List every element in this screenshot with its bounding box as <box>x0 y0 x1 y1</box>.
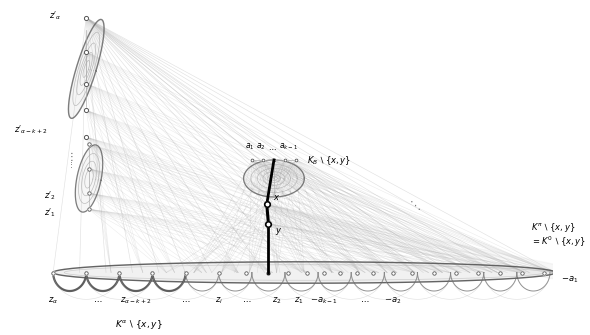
Polygon shape <box>53 262 555 283</box>
Polygon shape <box>267 204 558 280</box>
Text: $K_B \setminus \{x,y\}$: $K_B \setminus \{x,y\}$ <box>307 154 351 167</box>
Text: $-a_2$: $-a_2$ <box>384 295 401 306</box>
Text: $z'_{\alpha-k+2}$: $z'_{\alpha-k+2}$ <box>14 124 48 136</box>
Text: $z_1$: $z_1$ <box>294 295 304 306</box>
Text: $\cdots$: $\cdots$ <box>93 295 102 305</box>
Text: $\vdots$: $\vdots$ <box>66 150 73 163</box>
Text: $\ddots$: $\ddots$ <box>409 199 421 212</box>
Polygon shape <box>76 145 103 212</box>
Polygon shape <box>68 19 104 118</box>
Text: $z'_2$: $z'_2$ <box>44 189 56 202</box>
Text: $a_{k-1}$: $a_{k-1}$ <box>279 141 299 152</box>
Text: $\cdots$: $\cdots$ <box>242 295 251 305</box>
Text: $a_2$: $a_2$ <box>257 141 266 152</box>
Text: $= K^0 \setminus \{x,y\}$: $= K^0 \setminus \{x,y\}$ <box>530 234 585 249</box>
Text: $z_{\alpha-k+2}$: $z_{\alpha-k+2}$ <box>120 295 152 306</box>
Text: $\cdots$: $\cdots$ <box>181 295 191 305</box>
Text: $K^{\pi} \setminus \{x,y\}$: $K^{\pi} \setminus \{x,y\}$ <box>530 221 575 234</box>
Text: $y$: $y$ <box>275 226 282 237</box>
Polygon shape <box>244 160 304 197</box>
Text: $-a_{k-1}$: $-a_{k-1}$ <box>310 295 337 306</box>
Text: $\cdots$: $\cdots$ <box>268 143 277 152</box>
Text: $-a_1$: $-a_1$ <box>561 274 578 284</box>
Text: $z'_{\alpha}$: $z'_{\alpha}$ <box>49 9 61 21</box>
Text: $z_2$: $z_2$ <box>272 295 281 306</box>
Text: $z'_1$: $z'_1$ <box>44 206 56 219</box>
Text: $x$: $x$ <box>273 193 281 202</box>
Text: $K^{\alpha} \setminus \{x,y\}$: $K^{\alpha} \setminus \{x,y\}$ <box>115 318 163 331</box>
Text: $\vdots$: $\vdots$ <box>67 160 73 170</box>
Text: $\cdots$: $\cdots$ <box>360 295 370 305</box>
Text: $z_i$: $z_i$ <box>215 295 223 306</box>
Text: $a_1$: $a_1$ <box>245 141 255 152</box>
Text: $z_{\alpha}$: $z_{\alpha}$ <box>48 295 58 306</box>
